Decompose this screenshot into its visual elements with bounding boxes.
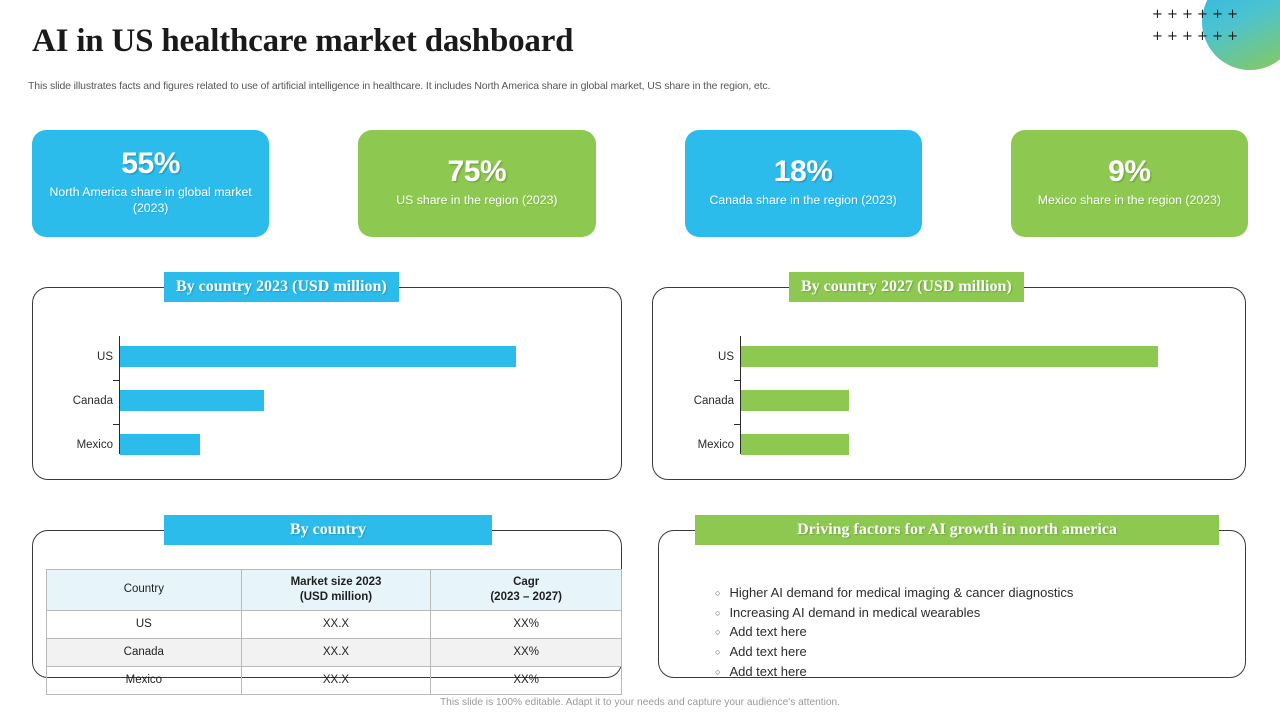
axis-tick (734, 424, 740, 426)
driving-factor-item: ○ Add text here (715, 662, 1073, 681)
cell-country: Mexico (46, 665, 242, 695)
table-header-country: Country (46, 569, 242, 611)
axis-tick (113, 380, 119, 382)
axis-tick (113, 424, 119, 426)
bar-row-mexico: Mexico (698, 434, 849, 455)
table-row: Canada XX.X XX% (46, 637, 622, 667)
bar-fill (120, 346, 516, 367)
bar-fill (120, 434, 200, 455)
driving-factor-item: ○ Add text here (715, 642, 1073, 661)
driving-factor-label: Add text here (729, 644, 807, 660)
plus-pattern-decoration: + + + + + + + + + + + + (1152, 8, 1238, 43)
bar-label: Canada (72, 394, 113, 407)
cell-market-size: XX.X (240, 665, 432, 695)
bar-chart-2023: US Canada Mexico (33, 322, 621, 472)
chart-panel-2023-title: By country 2023 (USD million) (164, 272, 399, 302)
driving-factors-panel: Driving factors for AI growth in north a… (658, 515, 1246, 679)
kpi-value: 9% (1108, 155, 1151, 189)
table-row: Mexico XX.X XX% (46, 665, 622, 695)
bullet-circle-icon: ○ (715, 647, 721, 658)
bullet-circle-icon: ○ (715, 588, 721, 598)
kpi-card-north-america[interactable]: 55% North America share in global market… (32, 130, 270, 237)
bar-label: US (718, 350, 734, 363)
table-header-market-size-line2: (USD million) (299, 590, 373, 603)
bar-fill (741, 346, 1158, 367)
chart-panel-2027-title: By country 2027 (USD million) (789, 272, 1024, 302)
table-header-cagr-line2: (2023 – 2027) (490, 590, 562, 603)
bullet-circle-icon: ○ (715, 627, 721, 638)
bar-chart-2027: US Canada Mexico (653, 322, 1245, 472)
kpi-label: Mexico share in the region (2023) (1037, 192, 1221, 207)
kpi-card-canada[interactable]: 18% Canada share in the region (2023) (684, 130, 922, 237)
table-header-cagr: Cagr (2023 – 2027) (430, 569, 622, 611)
bullet-circle-icon: ○ (715, 607, 721, 618)
cell-cagr: XX% (430, 665, 622, 695)
bar-label: Mexico (76, 438, 113, 451)
table-header-cagr-line1: Cagr (513, 576, 540, 588)
cell-country: US (46, 609, 242, 639)
kpi-value: 55% (121, 146, 181, 180)
kpi-label: Canada share in the region (2023) (709, 192, 897, 207)
bar-fill (120, 390, 264, 411)
bar-label: US (97, 350, 113, 363)
bar-fill (741, 434, 849, 455)
page-subtitle: This slide illustrates facts and figures… (28, 80, 771, 92)
cell-market-size: XX.X (240, 637, 432, 667)
driving-factor-label: Increasing AI demand in medical wearable… (729, 604, 981, 620)
cell-cagr: XX% (430, 609, 622, 639)
table-panel-title: By country (164, 515, 492, 545)
chart-y-axis (740, 336, 742, 454)
bar-label: Mexico (697, 438, 734, 451)
kpi-value: 18% (773, 155, 833, 189)
chart-panel-2023: By country 2023 (USD million) US Canada Me… (32, 272, 622, 480)
bar-row-us: US (718, 346, 1158, 367)
kpi-label: North America share in global market (20… (49, 184, 252, 215)
table-header-market-size: Market size 2023 (USD million) (240, 569, 432, 611)
driving-factor-item: ○ Add text here (715, 622, 1073, 641)
plus-row-2: + + + + + + (1151, 29, 1238, 44)
axis-tick (734, 380, 740, 382)
bar-fill (741, 390, 849, 411)
kpi-label: US share in the region (2023) (396, 192, 558, 207)
bullet-circle-icon: ○ (715, 666, 721, 677)
driving-factor-item: ○ Increasing AI demand in medical wearabl… (715, 603, 1073, 622)
cell-market-size: XX.X (240, 609, 432, 639)
kpi-card-us[interactable]: 75% US share in the region (2023) (358, 130, 596, 237)
kpi-value: 75% (447, 155, 507, 189)
kpi-card-row: 55% North America share in global market… (32, 130, 1248, 237)
kpi-card-mexico[interactable]: 9% Mexico share in the region (2023) (1010, 130, 1248, 237)
cell-country: Canada (46, 637, 242, 667)
driving-factors-list: ○ Higher AI demand for medical imaging & … (715, 583, 1073, 682)
plus-row-1: + + + + + + (1151, 7, 1238, 22)
table-header-row: Country Market size 2023 (USD million) C… (46, 569, 622, 611)
footer-note: This slide is 100% editable. Adapt it to… (439, 697, 841, 708)
bar-label: Canada (693, 394, 734, 407)
chart-y-axis (119, 336, 121, 454)
driving-factor-label: Add text here (729, 624, 807, 640)
driving-factor-item: ○ Higher AI demand for medical imaging & … (715, 583, 1073, 602)
bar-row-us: US (97, 346, 516, 367)
chart-panel-2027: By country 2027 (USD million) US Canada Me… (652, 272, 1246, 480)
table-row: US XX.X XX% (46, 609, 622, 639)
bar-row-canada: Canada (694, 390, 849, 411)
cell-cagr: XX% (430, 637, 622, 667)
driving-factors-title: Driving factors for AI growth in north a… (695, 515, 1219, 545)
driving-factor-label: Higher AI demand for medical imaging & c… (729, 585, 1074, 600)
driving-factor-label: Add text here (729, 663, 807, 679)
table-header-market-size-line1: Market size 2023 (290, 576, 382, 588)
table-panel: By country Country Market size 2023 (USD… (32, 515, 622, 695)
bar-row-canada: Canada (73, 390, 264, 411)
country-market-table: Country Market size 2023 (USD million) C… (46, 569, 622, 695)
page-title: AI in US healthcare market dashboard (32, 23, 574, 59)
bar-row-mexico: Mexico (77, 434, 200, 455)
